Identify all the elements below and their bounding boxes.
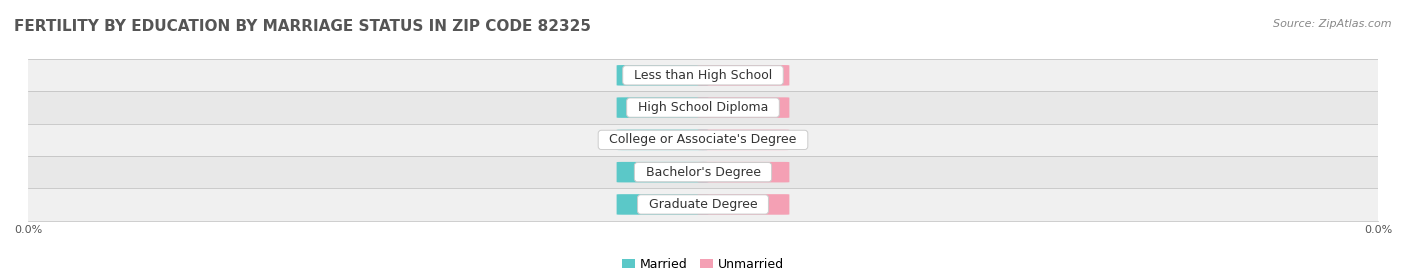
Text: 0.0%: 0.0%	[728, 167, 759, 177]
FancyBboxPatch shape	[697, 162, 789, 182]
Text: 0.0%: 0.0%	[728, 102, 759, 113]
FancyBboxPatch shape	[617, 162, 709, 182]
Bar	[28, 156, 1378, 188]
Text: 0.0%: 0.0%	[647, 199, 678, 210]
Text: High School Diploma: High School Diploma	[630, 101, 776, 114]
Text: Graduate Degree: Graduate Degree	[641, 198, 765, 211]
Text: 0.0%: 0.0%	[647, 167, 678, 177]
Text: 0.0%: 0.0%	[728, 135, 759, 145]
Bar	[28, 59, 1378, 91]
Text: 0.0%: 0.0%	[728, 199, 759, 210]
FancyBboxPatch shape	[617, 130, 709, 150]
Text: FERTILITY BY EDUCATION BY MARRIAGE STATUS IN ZIP CODE 82325: FERTILITY BY EDUCATION BY MARRIAGE STATU…	[14, 19, 591, 34]
FancyBboxPatch shape	[617, 194, 709, 215]
Text: 0.0%: 0.0%	[647, 135, 678, 145]
Bar	[28, 188, 1378, 221]
Text: Less than High School: Less than High School	[626, 69, 780, 82]
Text: 0.0%: 0.0%	[728, 70, 759, 80]
Text: Bachelor's Degree: Bachelor's Degree	[637, 166, 769, 179]
Bar	[28, 91, 1378, 124]
FancyBboxPatch shape	[697, 130, 789, 150]
Legend: Married, Unmarried: Married, Unmarried	[617, 253, 789, 269]
Bar	[28, 124, 1378, 156]
Text: College or Associate's Degree: College or Associate's Degree	[602, 133, 804, 146]
FancyBboxPatch shape	[617, 65, 709, 86]
Text: 0.0%: 0.0%	[647, 102, 678, 113]
FancyBboxPatch shape	[697, 194, 789, 215]
FancyBboxPatch shape	[617, 97, 709, 118]
Text: 0.0%: 0.0%	[647, 70, 678, 80]
Text: Source: ZipAtlas.com: Source: ZipAtlas.com	[1274, 19, 1392, 29]
FancyBboxPatch shape	[697, 97, 789, 118]
FancyBboxPatch shape	[697, 65, 789, 86]
